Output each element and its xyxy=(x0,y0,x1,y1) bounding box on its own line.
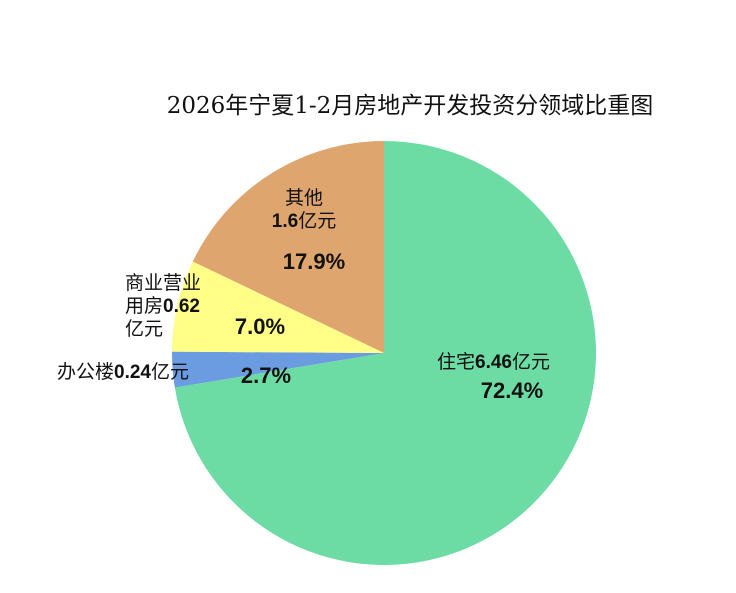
unit: 亿元 xyxy=(151,361,190,383)
percent-label: 17.9% xyxy=(282,249,346,274)
percent-label: 7.0% xyxy=(234,314,286,339)
amount: 0.24 xyxy=(114,362,151,383)
category-name: 住宅 xyxy=(437,351,476,373)
amount: 6.46 xyxy=(475,352,512,373)
amount: 0.62 xyxy=(163,296,200,317)
category-name: 商业营业用房 xyxy=(125,272,202,317)
percent-label: 72.4% xyxy=(480,378,544,403)
unit: 亿元 xyxy=(512,351,551,373)
unit: 亿元 xyxy=(298,210,337,232)
pie-slice xyxy=(174,141,597,565)
percent-label: 2.7% xyxy=(240,363,292,388)
category-name: 办公楼 xyxy=(57,361,115,383)
slice-label: 其他 1.6亿元 xyxy=(262,187,346,233)
pie-slice xyxy=(172,351,384,388)
pie-slice xyxy=(172,261,384,353)
chart-title: 2026年宁夏1-2月房地产开发投资分领域比重图 xyxy=(166,93,654,119)
slice-label: 住宅6.46亿元 xyxy=(437,351,597,374)
pie-slice xyxy=(192,141,384,353)
slice-label: 商业营业用房0.62亿元 xyxy=(125,272,217,341)
unit: 亿元 xyxy=(125,318,164,340)
amount: 1.6 xyxy=(271,211,299,232)
category-name: 其他 xyxy=(284,187,323,209)
slice-label: 办公楼0.24亿元 xyxy=(57,361,227,384)
